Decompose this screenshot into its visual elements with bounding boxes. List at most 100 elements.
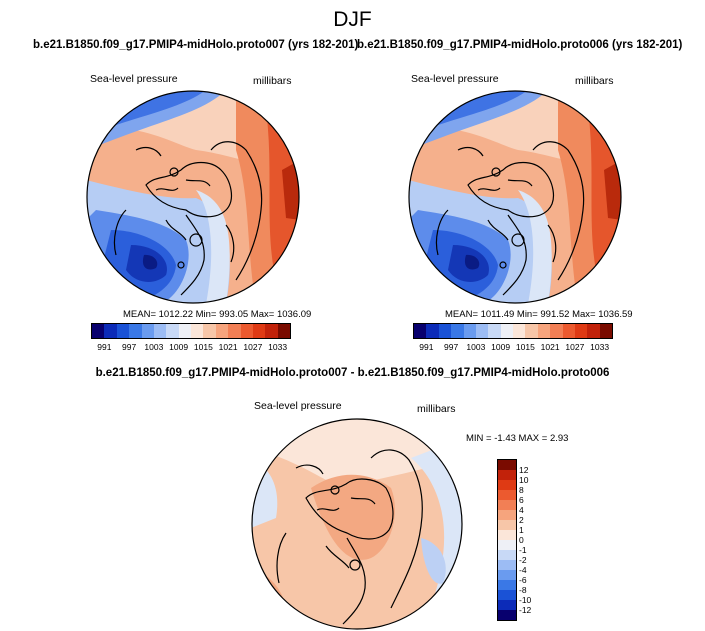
colorbar-swatch <box>599 324 612 338</box>
colorbar-swatch <box>475 324 489 338</box>
left-polar-map <box>86 90 300 304</box>
colorbar-swatch <box>488 324 501 338</box>
colorbar-swatch <box>277 324 290 338</box>
colorbar-tick-label: 1 <box>519 525 524 535</box>
colorbar-tick-label: -10 <box>519 595 532 605</box>
colorbar-swatch <box>574 324 588 338</box>
colorbar-swatch <box>498 590 516 600</box>
colorbar-tick-label: 8 <box>519 485 524 495</box>
colorbar-swatch <box>129 324 142 338</box>
colorbar-swatch <box>550 324 563 338</box>
colorbar-tick-label: 1021 <box>540 342 560 352</box>
right-polar-map <box>408 90 622 304</box>
left-stats: MEAN= 1012.22 Min= 993.05 Max= 1036.09 <box>123 309 312 320</box>
colorbar-swatch <box>426 324 439 338</box>
colorbar-tick-label: 997 <box>122 342 137 352</box>
right-panel-title: b.e21.B1850.f09_g17.PMIP4-midHolo.proto0… <box>357 39 683 51</box>
diff-variable-label: Sea-level pressure <box>254 400 342 412</box>
colorbar-swatch <box>153 324 167 338</box>
colorbar-tick-label: -2 <box>519 555 527 565</box>
colorbar-swatch <box>498 520 516 530</box>
colorbar-tick-label: 1033 <box>268 342 288 352</box>
colorbar-swatch <box>498 540 516 550</box>
colorbar-swatch <box>498 500 516 510</box>
colorbar-swatch <box>414 324 427 338</box>
colorbar-tick-label: -4 <box>519 565 527 575</box>
colorbar-tick-label: 10 <box>519 475 529 485</box>
colorbar-swatch <box>178 324 191 338</box>
colorbar-tick-label: 12 <box>519 465 529 475</box>
colorbar-swatch <box>498 510 516 520</box>
colorbar-swatch <box>562 324 575 338</box>
colorbar-tick-label: 1009 <box>491 342 511 352</box>
colorbar-tick-label: 4 <box>519 505 524 515</box>
colorbar-tick-label: 1003 <box>144 342 164 352</box>
colorbar-swatch <box>498 610 516 620</box>
colorbar-swatch <box>498 600 516 610</box>
right-colorbar-labels: 991 997 1003 1009 1015 1021 1027 1033 <box>414 342 612 354</box>
colorbar-swatch <box>498 490 516 500</box>
colorbar-swatch <box>166 324 179 338</box>
colorbar-tick-label: 0 <box>519 535 524 545</box>
colorbar-tick-label: 1027 <box>243 342 263 352</box>
diff-panel-title: b.e21.B1850.f09_g17.PMIP4-midHolo.proto0… <box>95 367 610 379</box>
colorbar-tick-label: -12 <box>519 605 532 615</box>
colorbar-swatch <box>215 324 229 338</box>
colorbar-swatch <box>537 324 551 338</box>
left-panel-title: b.e21.B1850.f09_g17.PMIP4-midHolo.proto0… <box>33 39 359 51</box>
colorbar-swatch <box>463 324 476 338</box>
colorbar-swatch <box>104 324 117 338</box>
colorbar-tick-label: -8 <box>519 585 527 595</box>
colorbar-tick-label: -1 <box>519 545 527 555</box>
right-variable-label: Sea-level pressure <box>411 73 499 85</box>
diff-polar-map <box>251 418 463 630</box>
colorbar-swatch <box>498 570 516 580</box>
colorbar-tick-label: 1015 <box>515 342 535 352</box>
colorbar-swatch <box>498 580 516 590</box>
diff-stats: MIN = -1.43 MAX = 2.93 <box>466 433 569 444</box>
colorbar-swatch <box>525 324 538 338</box>
colorbar-tick-label: -6 <box>519 575 527 585</box>
left-colorbar <box>91 323 291 339</box>
right-units-label: millibars <box>575 75 614 87</box>
colorbar-tick-label: 6 <box>519 495 524 505</box>
diff-colorbar-labels: 12 10 8 6 4 2 1 0 -1 -2 -4 -6 -8 -10 -12 <box>519 460 549 620</box>
colorbar-swatch <box>203 324 216 338</box>
colorbar-swatch <box>498 560 516 570</box>
colorbar-swatch <box>498 470 516 480</box>
colorbar-swatch <box>498 480 516 490</box>
colorbar-tick-label: 1033 <box>590 342 610 352</box>
colorbar-swatch <box>116 324 130 338</box>
left-variable-label: Sea-level pressure <box>90 73 178 85</box>
colorbar-swatch <box>451 324 464 338</box>
colorbar-swatch <box>141 324 154 338</box>
colorbar-tick-label: 1015 <box>193 342 213 352</box>
colorbar-swatch <box>498 460 516 470</box>
colorbar-swatch <box>498 550 516 560</box>
colorbar-tick-label: 997 <box>444 342 459 352</box>
colorbar-swatch <box>498 530 516 540</box>
left-colorbar-labels: 991 997 1003 1009 1015 1021 1027 1033 <box>92 342 290 354</box>
colorbar-swatch <box>92 324 105 338</box>
colorbar-tick-label: 991 <box>419 342 434 352</box>
colorbar-swatch <box>240 324 253 338</box>
colorbar-swatch <box>500 324 513 338</box>
colorbar-swatch <box>438 324 452 338</box>
figure-title: DJF <box>333 8 372 31</box>
colorbar-tick-label: 991 <box>97 342 112 352</box>
colorbar-tick-label: 1021 <box>218 342 238 352</box>
diff-units-label: millibars <box>417 403 456 415</box>
right-stats: MEAN= 1011.49 Min= 991.52 Max= 1036.59 <box>445 309 633 320</box>
colorbar-tick-label: 1027 <box>565 342 585 352</box>
colorbar-tick-label: 2 <box>519 515 524 525</box>
colorbar-swatch <box>252 324 266 338</box>
colorbar-swatch <box>587 324 600 338</box>
colorbar-swatch <box>513 324 526 338</box>
colorbar-swatch <box>265 324 278 338</box>
colorbar-tick-label: 1003 <box>466 342 486 352</box>
colorbar-swatch <box>228 324 241 338</box>
colorbar-tick-label: 1009 <box>169 342 189 352</box>
right-colorbar <box>413 323 613 339</box>
left-units-label: millibars <box>253 75 292 87</box>
diff-colorbar <box>497 459 517 621</box>
